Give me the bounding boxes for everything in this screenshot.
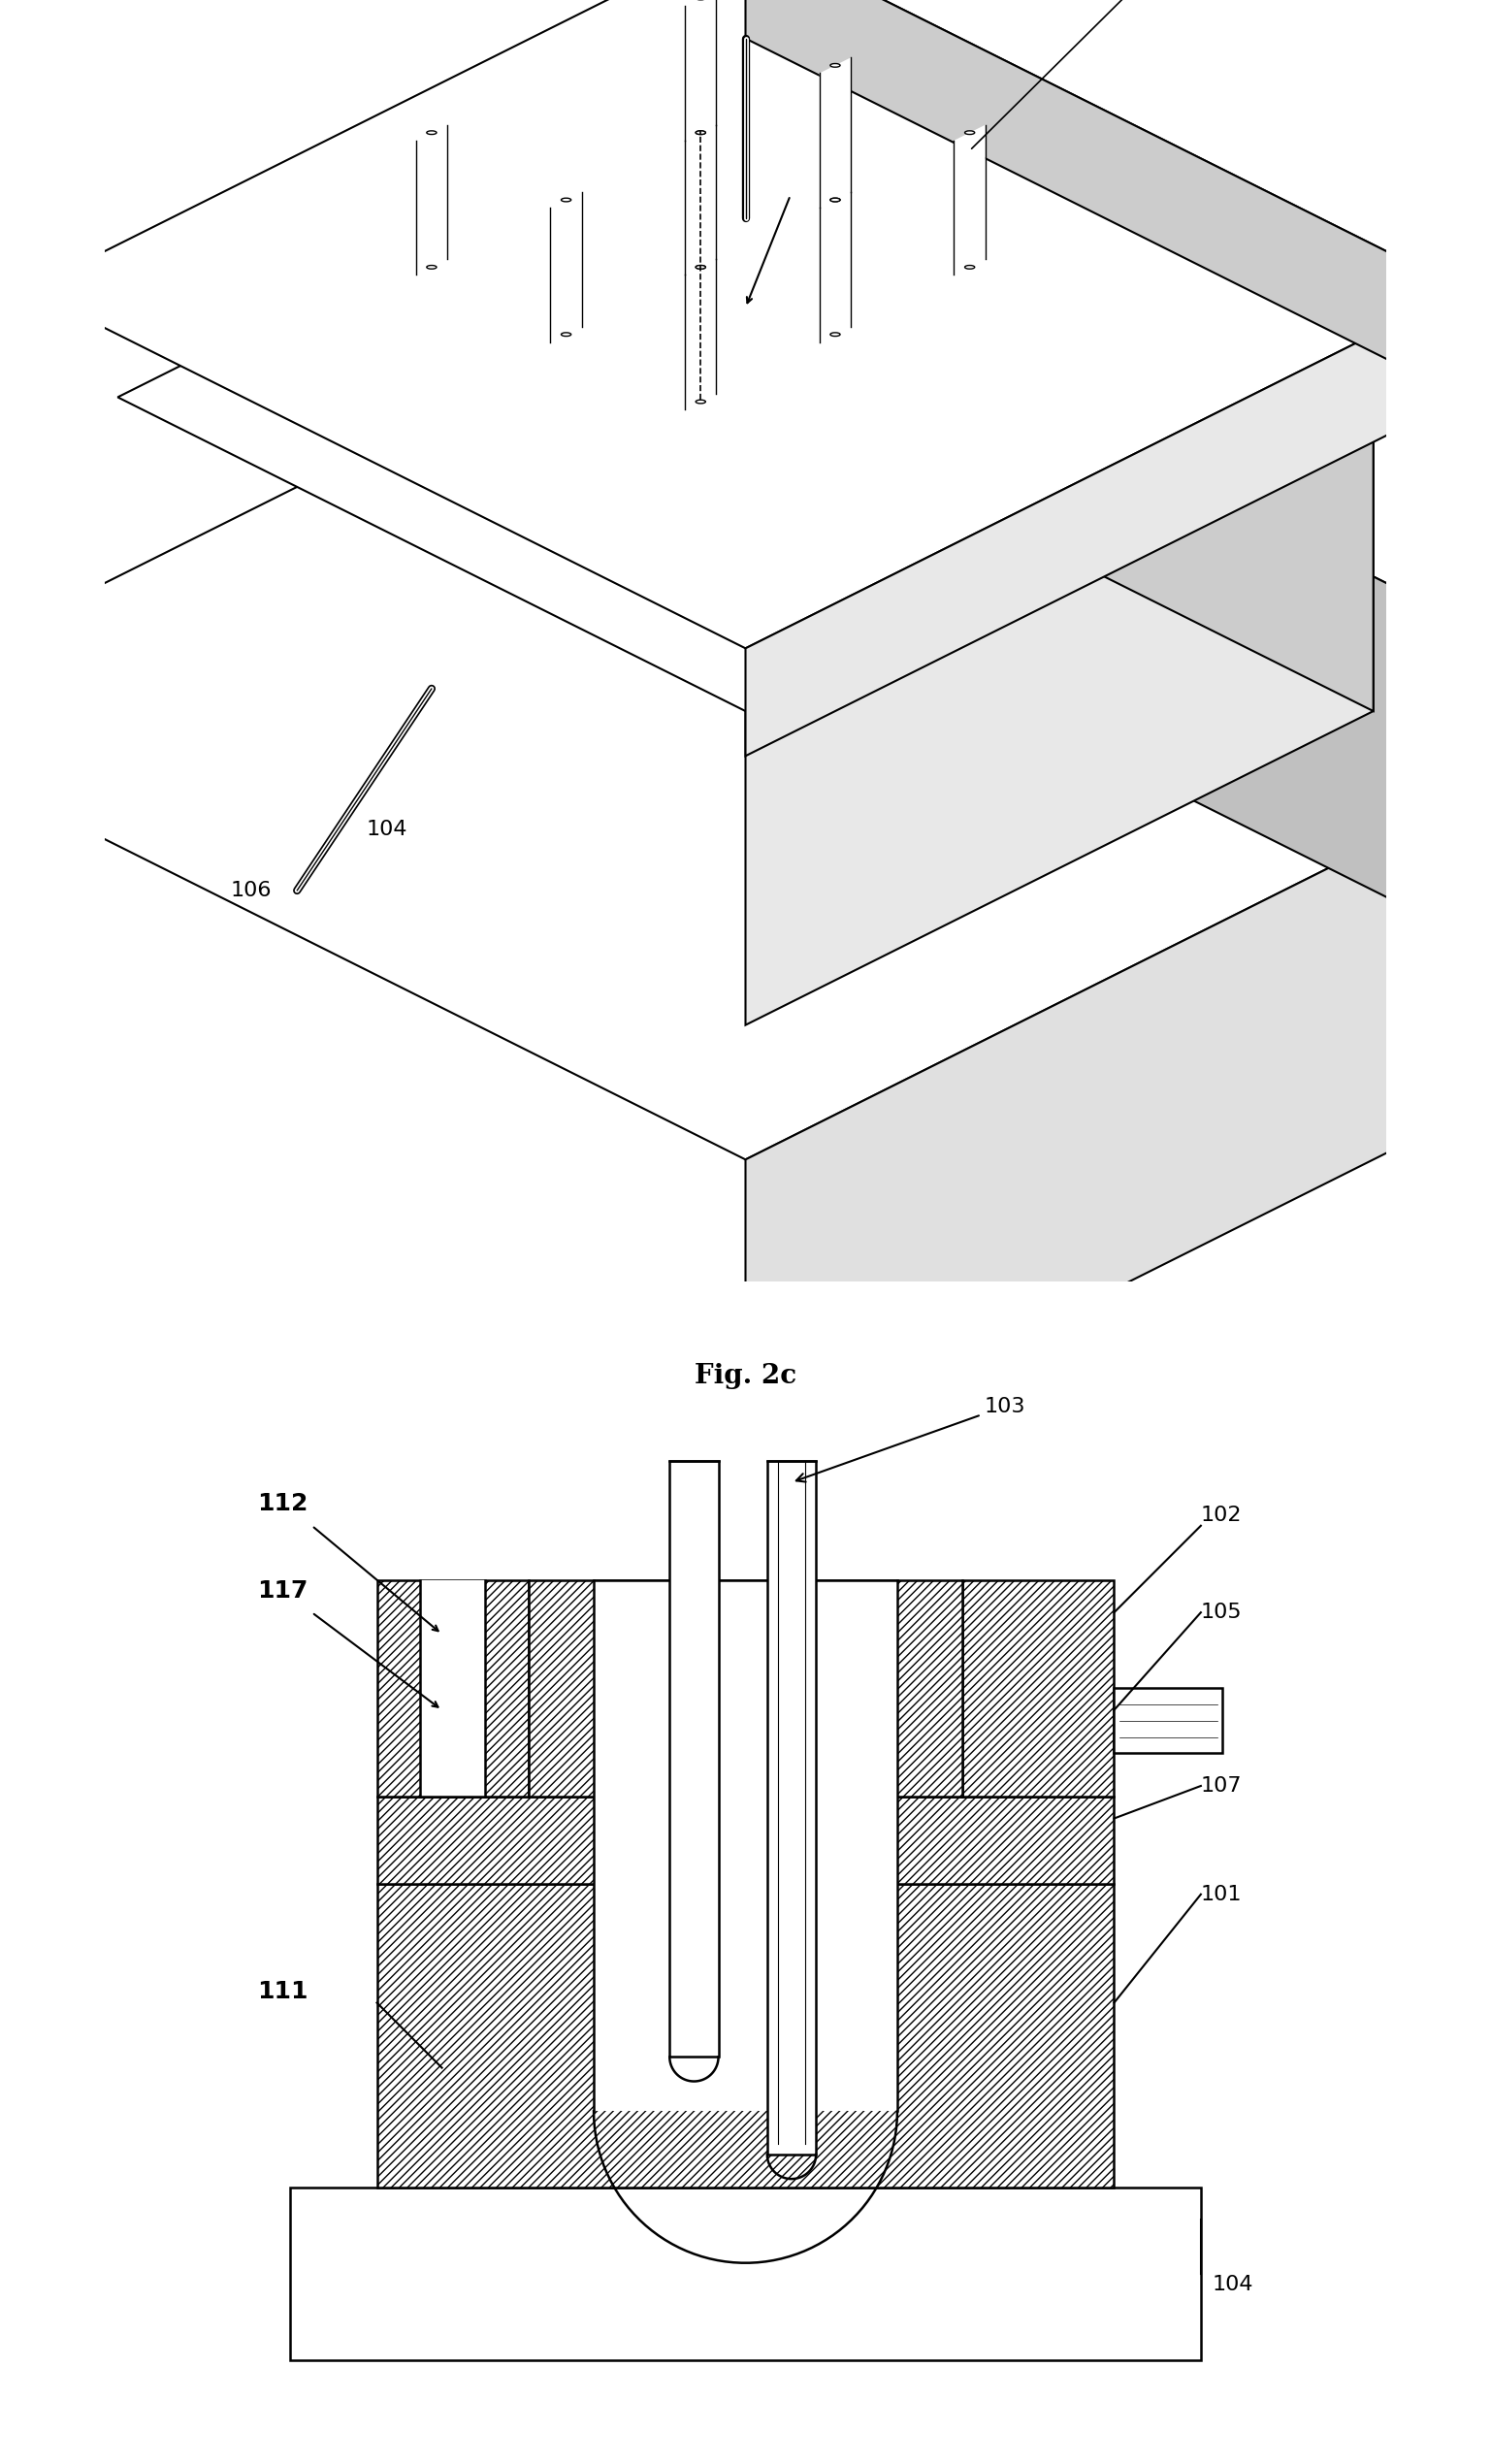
Bar xyxy=(377,1796,1114,1882)
Polygon shape xyxy=(746,291,1463,756)
Ellipse shape xyxy=(696,131,705,136)
Text: Fig. 2b: Fig. 2b xyxy=(693,39,798,64)
Polygon shape xyxy=(684,126,716,276)
Text: 117: 117 xyxy=(258,1579,309,1602)
Ellipse shape xyxy=(830,197,839,202)
Polygon shape xyxy=(746,0,1463,397)
Polygon shape xyxy=(684,0,716,140)
Polygon shape xyxy=(954,126,986,276)
Ellipse shape xyxy=(426,266,437,269)
Polygon shape xyxy=(746,264,1491,1025)
Polygon shape xyxy=(550,192,581,342)
Text: 104: 104 xyxy=(367,821,407,840)
Ellipse shape xyxy=(696,266,705,269)
Ellipse shape xyxy=(830,333,839,335)
Ellipse shape xyxy=(965,266,975,269)
Ellipse shape xyxy=(830,64,839,67)
Text: 106: 106 xyxy=(230,880,271,899)
Polygon shape xyxy=(416,126,447,276)
Polygon shape xyxy=(0,264,1491,1161)
Text: 103: 103 xyxy=(972,0,1217,148)
Text: 107: 107 xyxy=(1200,1777,1242,1796)
Bar xyxy=(377,1579,529,1796)
Ellipse shape xyxy=(561,197,571,202)
Ellipse shape xyxy=(965,131,975,136)
Text: 105: 105 xyxy=(759,30,799,49)
Ellipse shape xyxy=(561,333,571,335)
Bar xyxy=(377,1882,1114,2188)
Bar xyxy=(529,1579,962,1796)
Ellipse shape xyxy=(426,131,437,136)
Bar xyxy=(420,1579,485,1796)
Text: 111: 111 xyxy=(258,1981,309,2003)
Ellipse shape xyxy=(696,266,705,269)
Ellipse shape xyxy=(696,131,705,136)
Text: 112: 112 xyxy=(258,1493,309,1515)
Text: 102: 102 xyxy=(1200,1506,1242,1525)
Text: 101: 101 xyxy=(1200,1885,1242,1905)
Ellipse shape xyxy=(830,197,839,202)
Text: Fig. 2c: Fig. 2c xyxy=(695,1363,796,1390)
Polygon shape xyxy=(820,192,851,342)
Bar xyxy=(291,2188,1200,2361)
Text: 105: 105 xyxy=(1200,1602,1242,1621)
Bar xyxy=(1114,1688,1223,1754)
Text: 107: 107 xyxy=(771,42,813,62)
Polygon shape xyxy=(746,84,1373,712)
Text: 104: 104 xyxy=(1212,2274,1252,2294)
Bar xyxy=(593,1579,898,2112)
Polygon shape xyxy=(746,397,1373,1025)
Bar xyxy=(669,1461,719,2057)
Polygon shape xyxy=(746,712,1491,1473)
Polygon shape xyxy=(820,57,851,207)
Polygon shape xyxy=(684,259,716,409)
Ellipse shape xyxy=(696,399,705,404)
Bar xyxy=(962,1579,1114,1796)
Polygon shape xyxy=(118,84,1373,712)
Polygon shape xyxy=(28,0,1463,648)
Bar xyxy=(768,1461,816,2154)
Text: 103: 103 xyxy=(796,1397,1026,1481)
Text: 101: 101 xyxy=(771,246,813,266)
